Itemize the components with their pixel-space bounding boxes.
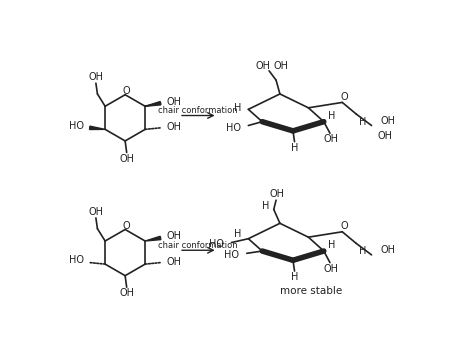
Text: H: H bbox=[359, 117, 366, 127]
Text: OH: OH bbox=[324, 264, 339, 274]
Text: H: H bbox=[328, 110, 335, 120]
Polygon shape bbox=[145, 236, 161, 241]
Polygon shape bbox=[145, 102, 161, 106]
Text: O: O bbox=[341, 221, 348, 231]
Text: O: O bbox=[341, 92, 348, 102]
Text: OH: OH bbox=[381, 245, 396, 255]
Text: H: H bbox=[291, 143, 298, 153]
Text: OH: OH bbox=[324, 134, 339, 144]
Text: OH: OH bbox=[256, 61, 270, 71]
Text: OH: OH bbox=[166, 122, 182, 132]
Text: HO: HO bbox=[68, 120, 84, 131]
Text: OH: OH bbox=[166, 232, 182, 241]
Text: OH: OH bbox=[88, 207, 104, 217]
Text: H: H bbox=[234, 229, 241, 239]
Text: OH: OH bbox=[166, 97, 182, 107]
Text: HO: HO bbox=[209, 239, 224, 249]
Text: OH: OH bbox=[378, 131, 393, 141]
Text: OH: OH bbox=[119, 154, 134, 164]
Text: more stable: more stable bbox=[280, 286, 342, 296]
Text: H: H bbox=[328, 240, 335, 250]
Text: OH: OH bbox=[270, 189, 284, 199]
Text: HO: HO bbox=[224, 250, 239, 260]
Text: H: H bbox=[359, 246, 366, 256]
Text: OH: OH bbox=[166, 257, 182, 267]
Text: H: H bbox=[291, 272, 298, 282]
Polygon shape bbox=[90, 126, 105, 130]
Text: OH: OH bbox=[119, 288, 134, 298]
Text: OH: OH bbox=[88, 72, 104, 82]
Text: HO: HO bbox=[68, 255, 84, 265]
Text: HO: HO bbox=[225, 123, 241, 133]
Text: O: O bbox=[122, 221, 130, 231]
Text: OH: OH bbox=[274, 61, 289, 71]
Text: H: H bbox=[234, 103, 241, 113]
Text: chair conformation: chair conformation bbox=[158, 106, 238, 115]
Text: H: H bbox=[262, 201, 270, 211]
Text: chair conformation: chair conformation bbox=[158, 241, 238, 250]
Text: O: O bbox=[122, 86, 130, 96]
Text: OH: OH bbox=[381, 116, 396, 126]
